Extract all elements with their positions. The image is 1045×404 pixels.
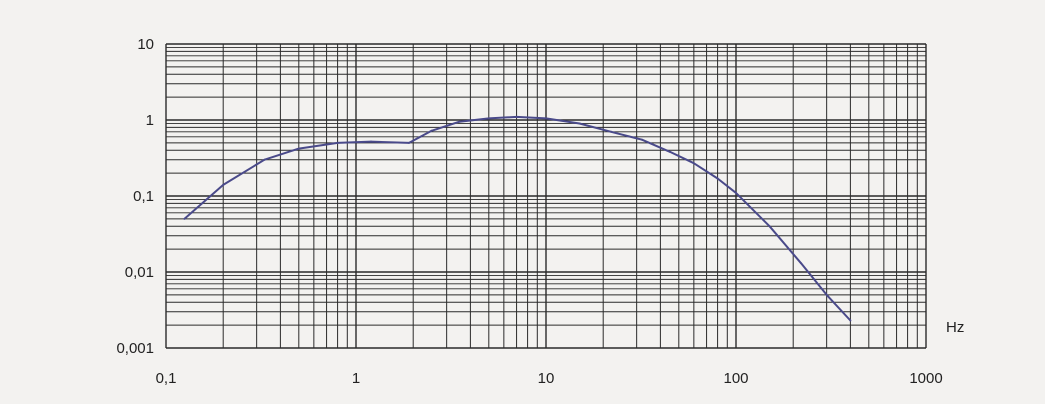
data-point [641, 138, 643, 141]
y-tick-label: 1 [146, 112, 154, 129]
data-point [578, 122, 581, 125]
grid [165, 43, 927, 349]
x-tick-label: 0,1 [156, 370, 177, 387]
data-point [800, 262, 803, 265]
data-point [515, 115, 518, 118]
data-point [263, 158, 266, 161]
y-tick-label: 0,1 [133, 188, 154, 205]
y-tick-label: 10 [137, 36, 154, 53]
data-point [222, 183, 225, 186]
y-axis-tick-labels: 10 1 0,1 0,01 0,001 [116, 36, 154, 357]
data-point [430, 129, 433, 132]
y-tick-label: 0,001 [116, 340, 154, 357]
series-layer [183, 115, 852, 322]
data-point [370, 140, 372, 143]
data-point [408, 141, 410, 144]
data-point [768, 225, 771, 228]
x-tick-label: 10 [538, 370, 555, 387]
data-point [297, 147, 300, 150]
data-point [669, 150, 672, 153]
x-tick-label: 1000 [909, 370, 942, 387]
data-point [825, 293, 828, 296]
x-tick-label: 1 [352, 370, 360, 387]
y-tick-label: 0,01 [125, 264, 154, 281]
data-point [487, 117, 490, 120]
data-point [735, 191, 737, 194]
data-point [458, 120, 461, 123]
data-point [849, 319, 852, 322]
data-point [336, 141, 339, 144]
x-axis-unit-label: Hz [946, 319, 964, 336]
data-point [610, 130, 613, 133]
data-point [183, 217, 186, 220]
data-point [716, 177, 719, 180]
data-point [545, 117, 547, 120]
x-tick-label: 100 [723, 370, 748, 387]
data-point [692, 162, 695, 165]
x-axis-tick-labels: 0,1 1 10 100 1000 [156, 370, 943, 387]
